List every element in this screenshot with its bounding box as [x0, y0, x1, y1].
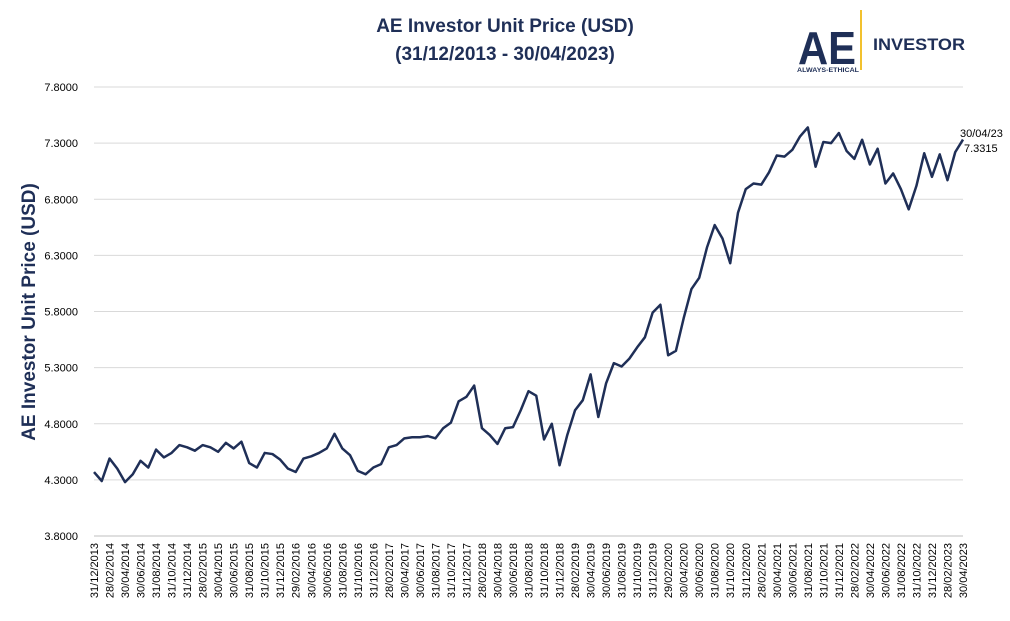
x-tick-label: 28/02/2023 — [942, 543, 954, 598]
x-tick-label: 30/06/2019 — [601, 543, 613, 598]
x-tick-label: 29/02/2020 — [663, 543, 675, 598]
y-tick-label: 4.8000 — [44, 419, 78, 431]
x-tick-label: 31/08/2014 — [151, 543, 163, 598]
x-tick-label: 28/02/2014 — [105, 543, 117, 598]
x-tick-label: 30/06/2021 — [787, 543, 799, 598]
x-tick-label: 31/10/2016 — [353, 543, 365, 598]
y-tick-label: 5.3000 — [44, 363, 78, 375]
x-tick-label: 31/08/2021 — [803, 543, 815, 598]
x-tick-label: 30/04/2014 — [120, 543, 132, 598]
x-tick-label: 31/12/2013 — [89, 543, 101, 598]
x-tick-label: 30/06/2018 — [508, 543, 520, 598]
x-tick-label: 30/04/2018 — [492, 543, 504, 598]
x-tick-label: 30/04/2015 — [213, 543, 225, 598]
x-axis-ticks: 31/12/2013 28/02/2014 30/04/2014 30/06/2014… — [89, 543, 970, 598]
y-tick-label: 7.8000 — [44, 82, 78, 94]
x-tick-label: 31/08/2017 — [430, 543, 442, 598]
x-tick-label: 31/08/2019 — [617, 543, 629, 598]
gridlines — [94, 86, 963, 537]
y-tick-label: 7.3000 — [44, 138, 78, 150]
x-tick-label: 31/10/2022 — [911, 543, 923, 598]
x-tick-label: 31/08/2016 — [337, 543, 349, 598]
x-tick-label: 31/12/2019 — [648, 543, 660, 598]
x-tick-label: 31/10/2017 — [446, 543, 458, 598]
x-tick-label: 31/12/2022 — [927, 543, 939, 598]
x-tick-label: 28/02/2021 — [756, 543, 768, 598]
x-tick-label: 31/12/2016 — [368, 543, 380, 598]
x-tick-label: 30/06/2015 — [229, 543, 241, 598]
y-tick-label: 5.8000 — [44, 307, 78, 319]
x-tick-label: 31/12/2015 — [275, 543, 287, 598]
x-tick-label: 30/04/2023 — [958, 543, 970, 598]
x-tick-label: 30/06/2016 — [322, 543, 334, 598]
y-axis-ticks: 3.8000 4.3000 4.8000 5.3000 5.8000 6.3000 6.80… — [44, 82, 78, 543]
series-line-0 — [93, 126, 965, 484]
logo-product: INVESTOR — [873, 35, 965, 54]
x-tick-label: 30/04/2020 — [679, 543, 691, 598]
x-tick-label: 30/04/2021 — [772, 543, 784, 598]
x-tick-label: 30/04/2017 — [399, 543, 411, 598]
y-axis-label: AE Investor Unit Price (USD) — [19, 183, 40, 441]
x-tick-label: 30/06/2020 — [694, 543, 706, 598]
x-tick-label: 28/02/2018 — [477, 543, 489, 598]
series-layer — [93, 126, 965, 484]
end-annotation-date: 30/04/23 — [960, 128, 1003, 140]
x-tick-label: 31/12/2018 — [555, 543, 567, 598]
chart-title: AE Investor Unit Price (USD) — [376, 16, 634, 37]
x-tick-label: 30/04/2016 — [306, 543, 318, 598]
x-tick-label: 31/10/2021 — [818, 543, 830, 598]
brand-logo: AE ALWAYS-ETHICAL INVESTOR — [797, 10, 965, 74]
x-tick-label: 31/10/2020 — [725, 543, 737, 598]
x-tick-label: 30/06/2017 — [415, 543, 427, 598]
x-tick-label: 31/08/2022 — [896, 543, 908, 598]
x-tick-label: 31/12/2017 — [461, 543, 473, 598]
x-tick-label: 31/10/2015 — [260, 543, 272, 598]
end-annotation-value: 7.3315 — [964, 143, 998, 155]
logo-tagline: ALWAYS-ETHICAL — [797, 67, 859, 74]
x-tick-label: 30/06/2014 — [136, 543, 148, 598]
x-tick-label: 30/04/2019 — [586, 543, 598, 598]
x-tick-label: 28/02/2017 — [384, 543, 396, 598]
x-tick-label: 31/08/2018 — [524, 543, 536, 598]
x-tick-label: 28/02/2019 — [570, 543, 582, 598]
y-tick-label: 4.3000 — [44, 475, 78, 487]
x-tick-label: 30/04/2022 — [865, 543, 877, 598]
y-tick-label: 3.8000 — [44, 531, 78, 543]
logo-mark: AE — [798, 22, 856, 74]
logo-divider — [860, 10, 862, 70]
y-tick-label: 6.8000 — [44, 194, 78, 206]
x-tick-label: 31/08/2020 — [710, 543, 722, 598]
x-tick-label: 29/02/2016 — [291, 543, 303, 598]
x-tick-label: 30/06/2022 — [880, 543, 892, 598]
x-tick-label: 31/08/2015 — [244, 543, 256, 598]
x-tick-label: 31/12/2020 — [741, 543, 753, 598]
chart-subtitle: (31/12/2013 - 30/04/2023) — [395, 44, 615, 65]
x-tick-label: 31/10/2014 — [167, 543, 179, 598]
x-tick-label: 31/10/2018 — [539, 543, 551, 598]
x-tick-label: 31/10/2019 — [632, 543, 644, 598]
y-tick-label: 6.3000 — [44, 250, 78, 262]
x-tick-label: 31/12/2021 — [834, 543, 846, 598]
x-tick-label: 28/02/2022 — [849, 543, 861, 598]
x-tick-label: 28/02/2015 — [198, 543, 210, 598]
x-tick-label: 31/12/2014 — [182, 543, 194, 598]
